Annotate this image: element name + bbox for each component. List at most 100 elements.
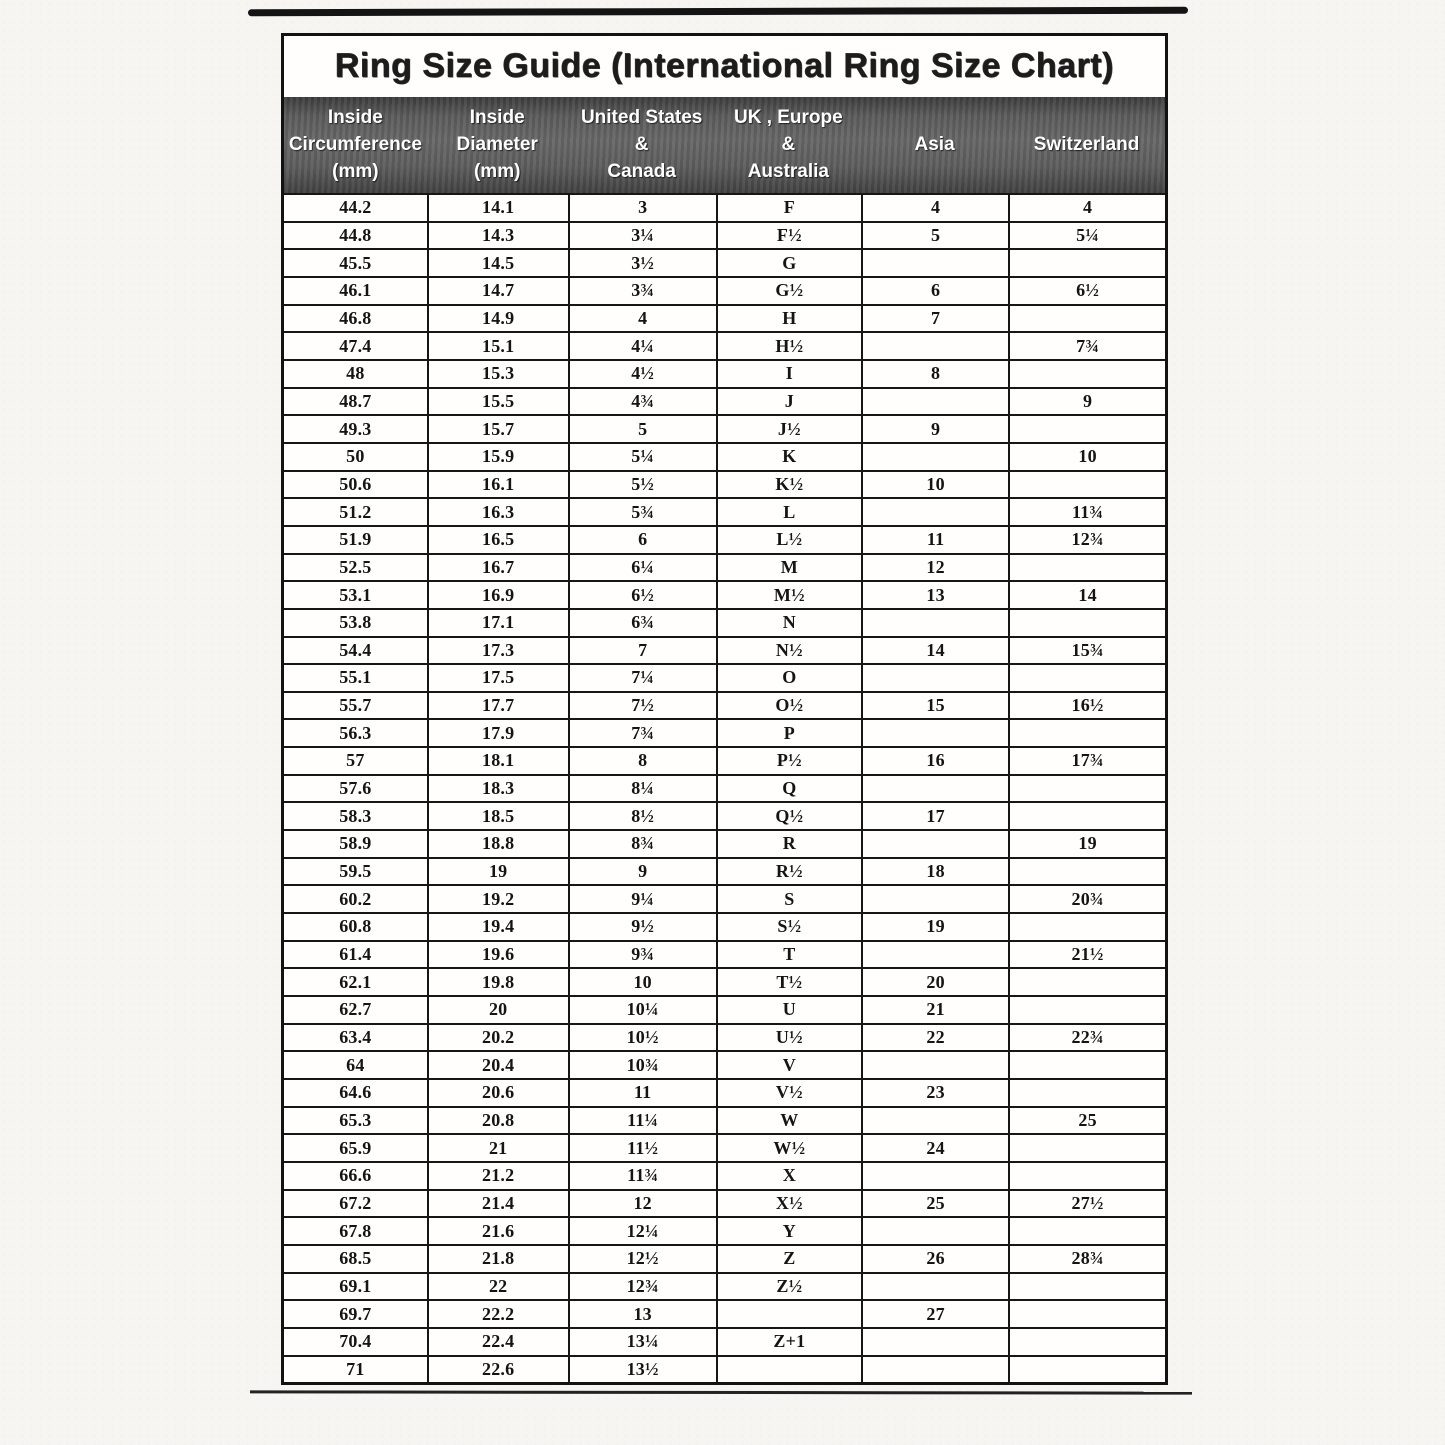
column-header-line: Asia xyxy=(914,134,955,156)
table-cell: 3¼ xyxy=(567,222,716,249)
table-cell: 16.1 xyxy=(426,471,568,498)
table-cell xyxy=(1008,969,1165,996)
table-cell xyxy=(1008,250,1165,276)
table-cell xyxy=(861,831,1008,857)
table-cell: 11¾ xyxy=(567,1162,716,1189)
table-cell: 6½ xyxy=(1008,277,1165,304)
table-row: 47.4 15.1 4¼ H½ 7¾ xyxy=(284,331,1165,359)
table-cell: 69.1 xyxy=(339,1275,372,1296)
table-cell: L xyxy=(715,499,861,525)
bottom-decorative-rule xyxy=(249,1390,1193,1395)
table-cell xyxy=(861,886,1008,913)
table-cell: 8¼ xyxy=(567,775,716,802)
table-row: 45.5 14.5 3½ G xyxy=(284,248,1165,276)
table-cell: Q½ xyxy=(715,803,861,830)
table-cell: 20 xyxy=(861,969,1008,996)
table-cell: V xyxy=(715,1052,861,1078)
table-cell xyxy=(1008,1356,1165,1383)
table-cell: 3¾ xyxy=(567,277,716,304)
table-cell: 25 xyxy=(1008,1107,1165,1134)
table-cell xyxy=(1008,1162,1165,1189)
table-cell xyxy=(715,1356,861,1383)
table-row: 71 22.6 13½ xyxy=(284,1354,1165,1383)
table-cell: Z½ xyxy=(715,1273,861,1300)
table-cell: 14.7 xyxy=(426,277,568,304)
table-cell: 4¾ xyxy=(567,388,716,415)
table-cell: 65.9 xyxy=(339,1137,372,1158)
table-cell: 20 xyxy=(426,997,568,1023)
table-row: 60.2 19.2 9¼ S 20¾ xyxy=(284,884,1165,913)
table-cell: 52.5 xyxy=(339,556,372,577)
table-cell: 5½ xyxy=(567,471,716,498)
table-row: 69.1 22 12¾ Z½ xyxy=(284,1271,1165,1300)
table-cell: 27½ xyxy=(1008,1190,1165,1217)
table-cell: 24 xyxy=(861,1135,1008,1161)
table-cell xyxy=(1008,416,1165,442)
table-cell: 46.8 xyxy=(339,307,372,328)
table-cell: F½ xyxy=(715,222,861,249)
table-cell: 71 xyxy=(346,1358,365,1379)
table-cell: 18.1 xyxy=(426,748,568,774)
table-row: 48 15.3 4½ I 8 xyxy=(284,358,1165,387)
table-cell xyxy=(1008,1080,1165,1106)
table-cell xyxy=(861,609,1008,636)
table-cell: 12¼ xyxy=(567,1218,716,1244)
table-cell: 12 xyxy=(861,554,1008,581)
table-cell xyxy=(1008,1301,1165,1327)
table-cell: 16.3 xyxy=(426,499,568,525)
column-header-line: United States xyxy=(580,107,703,129)
table-cell: 7 xyxy=(567,637,716,664)
table-cell: F xyxy=(715,195,861,221)
table-cell: O xyxy=(715,665,861,691)
table-cell: 45.5 xyxy=(339,252,372,273)
table-cell xyxy=(1008,858,1165,885)
table-cell: 64 xyxy=(346,1054,365,1075)
table-cell: 53.8 xyxy=(339,612,372,633)
table-cell: 4 xyxy=(567,305,716,332)
table-cell xyxy=(1008,360,1165,387)
table-cell: 20.4 xyxy=(426,1052,568,1078)
column-header-line: Inside xyxy=(469,107,525,129)
table-cell: 7 xyxy=(861,305,1008,332)
table-cell: 5¼ xyxy=(1008,222,1165,249)
table-cell: G xyxy=(715,250,861,276)
table-row: 56.3 17.9 7¾ P xyxy=(284,718,1165,747)
table-cell xyxy=(861,250,1008,276)
table-cell: Z xyxy=(715,1245,861,1272)
table-cell: 60.8 xyxy=(339,916,372,937)
table-cell: 6 xyxy=(861,277,1008,304)
table-row: 61.4 19.6 9¾ T 21½ xyxy=(284,939,1165,968)
column-header-line: Switzerland xyxy=(1033,134,1140,156)
table-cell: 28¾ xyxy=(1008,1245,1165,1272)
table-cell: 4¼ xyxy=(567,333,716,359)
table-row: 66.6 21.2 11¾ X xyxy=(284,1160,1165,1189)
table-cell: 12½ xyxy=(567,1245,716,1272)
table-cell: 16.5 xyxy=(426,526,568,553)
table-cell xyxy=(861,388,1008,415)
title-row: Ring Size Guide (International Ring Size… xyxy=(284,36,1165,97)
table-cell: S xyxy=(715,886,861,913)
table-cell: 4 xyxy=(1008,195,1165,221)
table-cell xyxy=(1008,471,1165,498)
table-cell: 26 xyxy=(861,1245,1008,1272)
table-cell xyxy=(861,941,1008,968)
table-cell xyxy=(861,1052,1008,1078)
table-cell: L½ xyxy=(715,526,861,553)
table-row: 50 15.9 5¼ K 10 xyxy=(284,441,1165,470)
table-cell: I xyxy=(715,360,861,387)
column-header-line: Inside xyxy=(327,107,383,129)
table-cell xyxy=(861,1162,1008,1189)
table-cell xyxy=(861,775,1008,802)
table-cell: 17 xyxy=(861,803,1008,830)
table-cell: P xyxy=(715,720,861,747)
table-cell: 11¼ xyxy=(567,1107,716,1134)
table-cell: 55.7 xyxy=(339,695,372,716)
table-cell: 9¼ xyxy=(567,886,716,913)
table-row: 55.7 17.7 7½ O½ 15 16½ xyxy=(284,690,1165,719)
table-cell: 6¼ xyxy=(567,554,716,581)
table-cell: 61.4 xyxy=(339,944,372,965)
table-cell: 7¾ xyxy=(1008,333,1165,359)
table-row: 54.4 17.3 7 N½ 14 15¾ xyxy=(284,635,1165,664)
table-cell: 16.9 xyxy=(426,582,568,608)
table-cell: 11 xyxy=(861,526,1008,553)
